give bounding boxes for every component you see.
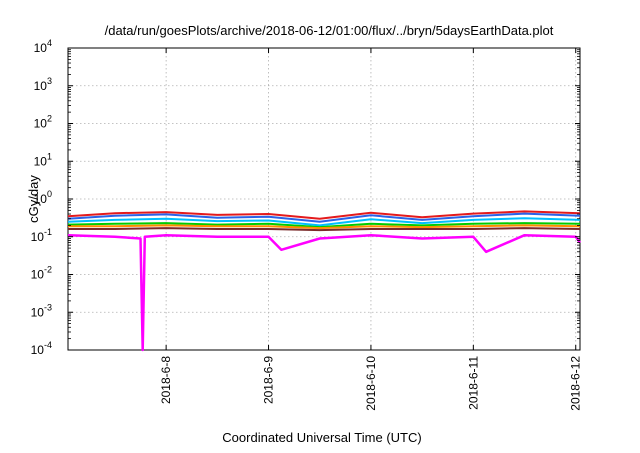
y-tick-exponent: -4 [44, 340, 52, 350]
y-tick-base: 10 [34, 79, 48, 93]
x-tick-label: 2018-6-12 [569, 356, 583, 411]
series-line [68, 227, 581, 232]
y-tick-base: 10 [34, 154, 48, 168]
series-line [67, 210, 581, 220]
y-tick-label: 104 [34, 38, 52, 55]
y-tick-base: 10 [31, 268, 45, 282]
chart-title: /data/run/goesPlots/archive/2018-06-12/0… [105, 23, 554, 38]
y-tick-label: 102 [34, 114, 52, 131]
y-tick-base: 10 [34, 117, 48, 131]
series-line [67, 217, 581, 227]
x-axis: 2018-6-8 2018-6-9 2018-6-10 2018-6-11 2018-6… [159, 48, 583, 411]
series-line [68, 224, 581, 230]
y-tick-label: 10-4 [31, 340, 52, 357]
y-axis-label: cGy/day [26, 175, 41, 223]
y-tick-exponent: -1 [44, 227, 52, 237]
x-tick-label: 2018-6-11 [466, 356, 480, 410]
y-tick-base: 10 [31, 343, 45, 357]
y-tick-exponent: 1 [47, 151, 52, 161]
y-tick-label: 100 [34, 189, 52, 206]
y-tick-base: 10 [34, 192, 48, 206]
y-tick-base: 10 [31, 305, 45, 319]
series-layer [67, 210, 582, 352]
y-tick-label: 103 [34, 76, 52, 93]
y-tick-exponent: 4 [47, 38, 52, 48]
x-axis-label: Coordinated Universal Time (UTC) [222, 430, 421, 445]
series-line [67, 233, 582, 352]
y-tick-label: 10-1 [31, 227, 52, 244]
y-tick-base: 10 [31, 230, 45, 244]
y-tick-label: 10-2 [31, 265, 52, 282]
y-tick-exponent: 3 [47, 76, 52, 86]
x-tick-label: 2018-6-9 [262, 356, 276, 404]
y-tick-exponent: 2 [47, 114, 52, 124]
series-line [67, 212, 581, 223]
y-tick-base: 10 [34, 41, 48, 55]
x-tick-label: 2018-6-10 [364, 356, 378, 411]
y-tick-exponent: 0 [47, 189, 52, 199]
y-tick-label: 101 [34, 151, 52, 168]
y-tick-exponent: -2 [44, 265, 52, 275]
grid [68, 48, 580, 350]
y-tick-exponent: -3 [44, 302, 52, 312]
y-tick-label: 10-3 [31, 302, 52, 319]
x-tick-label: 2018-6-8 [159, 356, 173, 404]
